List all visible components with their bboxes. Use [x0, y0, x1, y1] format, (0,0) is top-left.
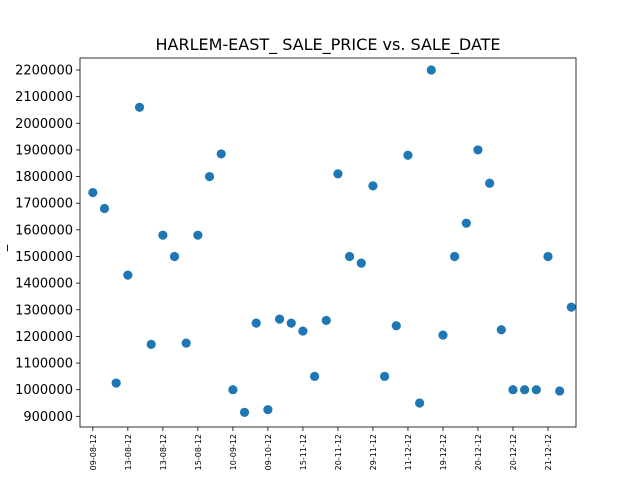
data-point [496, 325, 506, 335]
chart-title: HARLEM-EAST_ SALE_PRICE vs. SALE_DATE [155, 35, 500, 55]
data-point [380, 371, 390, 381]
x-tick-label: 15-11-12 [299, 434, 308, 470]
data-point [251, 318, 261, 328]
data-point [356, 258, 366, 268]
plot-frame [79, 57, 577, 428]
data-points [88, 65, 576, 417]
x-tick-label: 20-12-12 [509, 434, 518, 470]
x-tick-label: 20-11-12 [334, 434, 343, 470]
data-point [286, 318, 296, 328]
data-point [415, 398, 425, 408]
data-point [123, 270, 133, 280]
data-point [158, 230, 168, 240]
x-tick-label: 21-12-12 [544, 434, 553, 470]
data-point [263, 405, 273, 415]
x-tick-label: 11-12-12 [404, 434, 413, 470]
data-point [134, 102, 145, 112]
y-tick-label: 1300000 [15, 303, 73, 318]
data-point [216, 149, 226, 159]
data-point [555, 386, 565, 396]
x-tick-label: 13-08-12 [124, 434, 133, 470]
data-point [426, 65, 436, 75]
data-point [239, 407, 250, 417]
y-tick-label: 1200000 [15, 330, 73, 345]
data-point [298, 326, 308, 336]
data-point [88, 187, 98, 198]
data-point [228, 385, 238, 395]
y-tick-label: 900000 [23, 410, 73, 425]
axis-ticks: 900000 1000000 1100000 1200000 1300000 140000… [15, 63, 553, 470]
data-point [450, 251, 460, 262]
y-tick-label: 1800000 [15, 170, 73, 185]
x-tick-label: 09-10-12 [264, 434, 273, 470]
x-tick-label: 19-12-12 [439, 434, 448, 470]
y-tick-label: 1600000 [15, 223, 73, 238]
y-tick-label: 2000000 [15, 117, 73, 132]
data-point [531, 385, 541, 395]
data-point [99, 203, 110, 214]
data-point [309, 371, 320, 381]
x-tick-label: 20-12-12 [474, 434, 483, 470]
data-point [438, 330, 448, 340]
data-point [485, 178, 495, 188]
data-point [368, 181, 378, 191]
y-tick-label: 1700000 [15, 197, 73, 212]
data-point [344, 251, 355, 262]
y-tick-label: 2200000 [15, 63, 73, 78]
data-point [321, 315, 331, 326]
y-tick-label: 2100000 [15, 90, 73, 105]
data-point [111, 378, 121, 388]
y-axis-label: _ [0, 244, 9, 252]
data-point [181, 338, 191, 348]
data-point [146, 339, 156, 350]
x-tick-label: 15-08-12 [194, 434, 203, 470]
data-point [274, 314, 285, 324]
data-point [403, 150, 413, 160]
y-tick-label: 1000000 [15, 383, 73, 398]
y-tick-label: 1900000 [15, 143, 73, 158]
x-tick-label: 10-09-12 [229, 434, 238, 470]
x-tick-label: 09-08-12 [89, 434, 98, 470]
data-point [193, 230, 203, 240]
data-point [520, 385, 530, 395]
data-point [333, 169, 343, 179]
data-point [169, 251, 180, 262]
data-point [473, 145, 483, 155]
y-tick-label: 1500000 [15, 250, 73, 265]
data-point [543, 251, 553, 262]
x-tick-label: 13-08-12 [159, 434, 168, 470]
y-tick-label: 1100000 [15, 357, 73, 372]
data-point [204, 171, 215, 182]
data-point [391, 321, 401, 331]
data-point [566, 302, 576, 312]
data-point [461, 218, 471, 228]
data-point [508, 385, 518, 395]
x-tick-label: 29-11-12 [369, 434, 378, 470]
y-tick-label: 1400000 [15, 277, 73, 292]
